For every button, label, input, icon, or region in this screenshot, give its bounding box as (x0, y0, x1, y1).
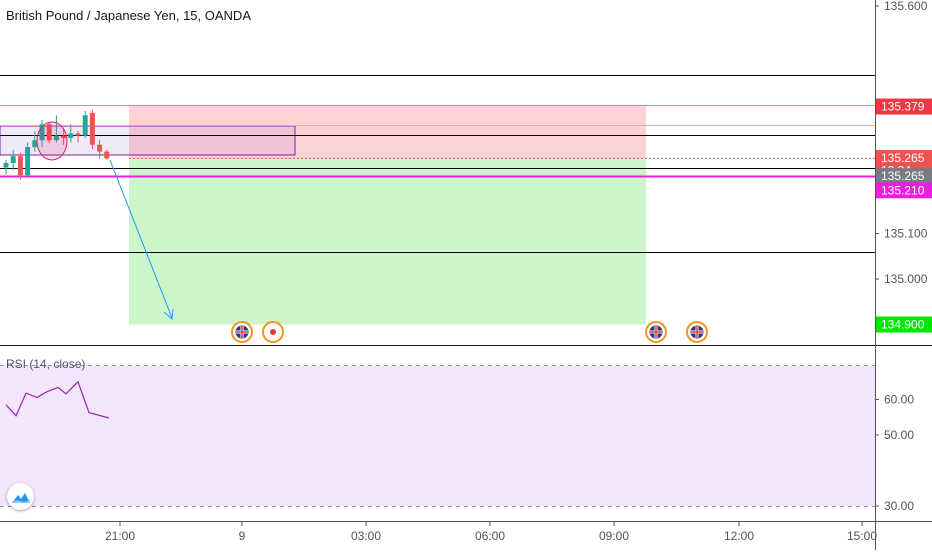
candle[interactable] (68, 133, 74, 138)
uk-event-icon[interactable] (645, 321, 667, 343)
time-tick-label: 15:00 (847, 529, 877, 543)
uk-event-icon[interactable] (231, 321, 253, 343)
time-tick-label: 12:00 (724, 529, 754, 543)
candle[interactable] (3, 162, 9, 168)
candle[interactable] (10, 156, 16, 163)
rsi-tick-label: 50.00 (884, 428, 914, 442)
price-tag-label: 134.900 (881, 318, 925, 332)
candle[interactable] (25, 147, 31, 176)
event-dot (270, 329, 276, 335)
time-tick-label: 03:00 (351, 529, 381, 543)
price-tick-label: 135.000 (884, 272, 928, 286)
candle[interactable] (89, 112, 95, 145)
candle[interactable] (75, 133, 81, 136)
arrow-drawing[interactable] (109, 159, 173, 319)
price-tag-label: 135.265 (881, 151, 925, 165)
candle[interactable] (104, 151, 110, 159)
price-tag-label: 135.379 (881, 100, 925, 114)
uk-event-icon[interactable] (686, 321, 708, 343)
price-tag-label: 135.265 (881, 169, 925, 183)
candle[interactable] (82, 115, 88, 136)
candle[interactable] (46, 124, 52, 141)
stop-loss-zone[interactable] (129, 104, 646, 159)
time-tick-label: 21:00 (105, 529, 135, 543)
price-tag[interactable] (876, 168, 932, 185)
highlight-ellipse[interactable] (36, 121, 68, 161)
rsi-tick-label: 60.00 (884, 393, 914, 407)
take-profit-zone[interactable] (129, 158, 646, 325)
candle[interactable] (97, 144, 103, 152)
event-icon[interactable] (262, 321, 284, 343)
price-tick-label: 135.100 (884, 227, 928, 241)
candle[interactable] (61, 135, 67, 138)
candle[interactable] (39, 124, 45, 141)
price-tick-label: 135.600 (884, 0, 928, 13)
rsi-line[interactable] (5, 380, 110, 419)
rsi-title: RSI (14, close) (6, 357, 86, 371)
rsi-band (0, 365, 875, 506)
arrow-head (163, 308, 174, 321)
candle[interactable] (53, 135, 59, 141)
candle[interactable] (32, 140, 38, 148)
price-tag[interactable] (876, 316, 932, 333)
tradingview-logo[interactable] (7, 483, 34, 510)
price-tag-label: 135.210 (881, 183, 925, 197)
candle[interactable] (17, 156, 23, 176)
time-tick-label: 9 (239, 529, 246, 543)
logo-icon (11, 492, 30, 503)
rsi-tick-label: 30.00 (884, 499, 914, 513)
time-tick-label: 09:00 (599, 529, 629, 543)
time-tick-label: 06:00 (475, 529, 505, 543)
price-tag[interactable] (876, 98, 932, 115)
price-tag[interactable] (876, 149, 932, 166)
symbol-title: British Pound / Japanese Yen, 15, OANDA (6, 8, 251, 23)
price-tag[interactable] (876, 182, 932, 199)
